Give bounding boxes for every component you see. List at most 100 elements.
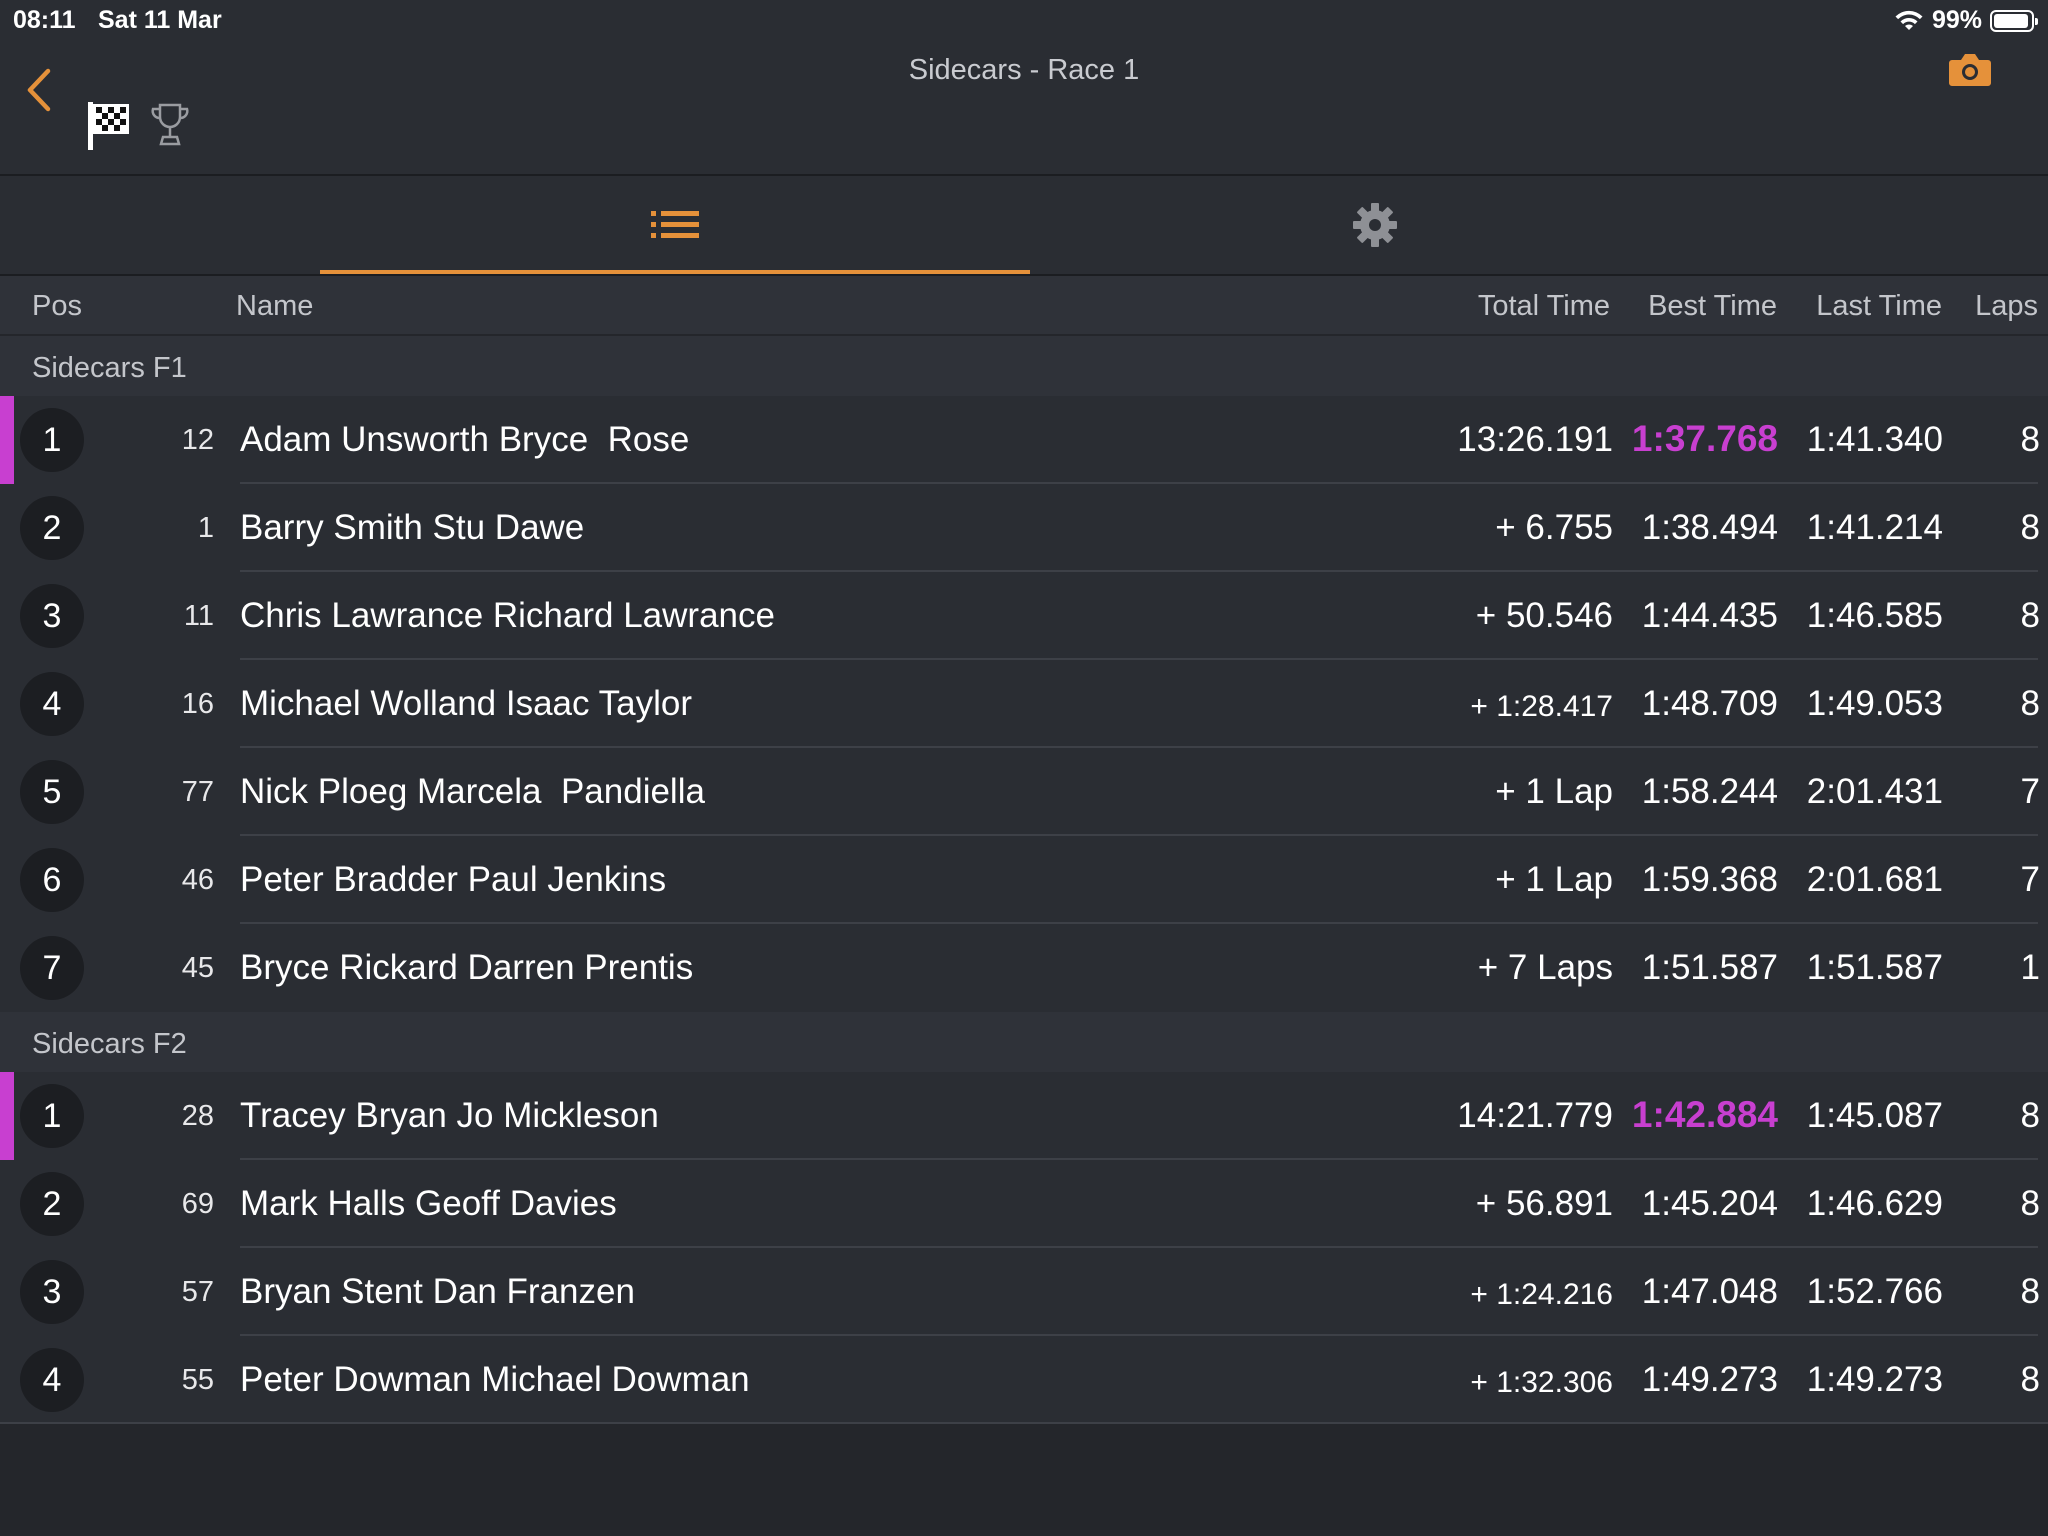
laps: 8 bbox=[2020, 420, 2040, 459]
last-time: 1:49.053 bbox=[1806, 684, 1943, 723]
total-time: + 7 Laps bbox=[1477, 948, 1613, 987]
group-header: Sidecars F1 bbox=[0, 336, 2048, 398]
last-time: 1:52.766 bbox=[1806, 1272, 1943, 1311]
table-row[interactable]: 4 55 Peter Dowman Michael Dowman + 1:32.… bbox=[0, 1336, 2048, 1424]
chevron-left-icon bbox=[27, 68, 51, 112]
laps: 8 bbox=[2020, 684, 2040, 723]
total-time: + 1:24.216 bbox=[1470, 1278, 1613, 1311]
tab-active-indicator bbox=[320, 270, 1030, 274]
racer-number: 11 bbox=[183, 600, 214, 632]
table-row[interactable]: 2 1 Barry Smith Stu Dawe + 6.755 1:38.49… bbox=[0, 484, 2048, 572]
laps: 8 bbox=[2020, 596, 2040, 635]
row-divider bbox=[0, 1422, 2048, 1424]
best-time: 1:44.435 bbox=[1641, 596, 1778, 635]
laps: 8 bbox=[2020, 1272, 2040, 1311]
row-divider bbox=[240, 1158, 2038, 1160]
best-time: 1:38.494 bbox=[1641, 508, 1778, 547]
column-last-time: Last Time bbox=[1816, 290, 1942, 322]
back-button[interactable] bbox=[14, 60, 64, 120]
racer-number: 16 bbox=[181, 688, 214, 720]
row-divider bbox=[240, 1246, 2038, 1248]
table-row[interactable]: 1 12 Adam Unsworth Bryce Rose 13:26.191 … bbox=[0, 396, 2048, 484]
position-badge: 2 bbox=[20, 496, 84, 560]
battery-percent: 99% bbox=[1931, 6, 1982, 34]
total-time: + 1 Lap bbox=[1495, 860, 1613, 899]
last-time: 1:41.340 bbox=[1806, 420, 1943, 459]
column-best-time: Best Time bbox=[1648, 290, 1777, 322]
gear-icon bbox=[1353, 203, 1397, 247]
laps: 8 bbox=[2020, 508, 2040, 547]
group-label: Sidecars F2 bbox=[32, 1028, 187, 1060]
row-divider bbox=[240, 1334, 2038, 1336]
column-pos: Pos bbox=[32, 290, 82, 322]
table-row[interactable]: 2 69 Mark Halls Geoff Davies + 56.891 1:… bbox=[0, 1160, 2048, 1248]
total-time: + 6.755 bbox=[1495, 508, 1613, 547]
best-time: 1:37.768 bbox=[1631, 418, 1778, 459]
racer-number: 69 bbox=[181, 1188, 214, 1220]
racer-number: 12 bbox=[181, 424, 214, 456]
racer-name: Michael Wolland Isaac Taylor bbox=[240, 684, 692, 723]
position-badge: 6 bbox=[20, 848, 84, 912]
table-row[interactable]: 3 57 Bryan Stent Dan Franzen + 1:24.216 … bbox=[0, 1248, 2048, 1336]
racer-name: Nick Ploeg Marcela Pandiella bbox=[240, 772, 705, 811]
camera-button[interactable] bbox=[1948, 52, 1998, 96]
checkered-flag-icon[interactable] bbox=[86, 100, 132, 152]
total-time: + 1 Lap bbox=[1495, 772, 1613, 811]
racer-name: Bryce Rickard Darren Prentis bbox=[240, 948, 694, 987]
tab-results-list[interactable] bbox=[320, 176, 1030, 274]
last-time: 1:46.629 bbox=[1806, 1184, 1943, 1223]
best-time: 1:49.273 bbox=[1641, 1360, 1778, 1399]
racer-number: 55 bbox=[181, 1364, 214, 1396]
best-time: 1:47.048 bbox=[1641, 1272, 1778, 1311]
row-divider bbox=[240, 658, 2038, 660]
position-badge: 4 bbox=[20, 672, 84, 736]
racer-name: Chris Lawrance Richard Lawrance bbox=[240, 596, 775, 635]
status-bar: 08:11 Sat 11 Mar 99% bbox=[0, 0, 2048, 40]
position-badge: 7 bbox=[20, 936, 84, 1000]
column-name: Name bbox=[236, 290, 314, 322]
row-divider bbox=[240, 922, 2038, 924]
best-time: 1:59.368 bbox=[1641, 860, 1778, 899]
laps: 8 bbox=[2020, 1360, 2040, 1399]
row-divider bbox=[240, 834, 2038, 836]
racer-number: 45 bbox=[181, 952, 214, 984]
table-row[interactable]: 7 45 Bryce Rickard Darren Prentis + 7 La… bbox=[0, 924, 2048, 1012]
racer-number: 77 bbox=[181, 776, 214, 808]
trophy-icon[interactable] bbox=[148, 102, 192, 148]
last-time: 1:46.585 bbox=[1806, 596, 1943, 635]
best-time: 1:42.884 bbox=[1631, 1094, 1778, 1135]
table-row[interactable]: 6 46 Peter Bradder Paul Jenkins + 1 Lap … bbox=[0, 836, 2048, 924]
table-row[interactable]: 1 28 Tracey Bryan Jo Mickleson 14:21.779… bbox=[0, 1072, 2048, 1160]
racer-number: 1 bbox=[197, 512, 214, 544]
row-divider bbox=[240, 482, 2038, 484]
laps: 7 bbox=[2020, 772, 2040, 811]
tab-bar bbox=[0, 176, 2048, 276]
column-headers: Pos Name Total Time Best Time Last Time … bbox=[0, 276, 2048, 336]
column-laps: Laps bbox=[1975, 290, 2038, 322]
racer-name: Tracey Bryan Jo Mickleson bbox=[240, 1096, 659, 1135]
status-date: Sat 11 Mar bbox=[98, 6, 222, 34]
best-time: 1:51.587 bbox=[1641, 948, 1778, 987]
tab-settings[interactable] bbox=[1020, 176, 1730, 274]
row-divider bbox=[240, 570, 2038, 572]
racer-number: 46 bbox=[181, 864, 214, 896]
position-badge: 5 bbox=[20, 760, 84, 824]
wifi-icon bbox=[1895, 10, 1923, 30]
position-badge: 4 bbox=[20, 1348, 84, 1412]
position-badge: 2 bbox=[20, 1172, 84, 1236]
table-row[interactable]: 4 16 Michael Wolland Isaac Taylor + 1:28… bbox=[0, 660, 2048, 748]
battery-icon bbox=[1990, 9, 2038, 32]
navigation-header: Sidecars - Race 1 bbox=[0, 40, 2048, 176]
leader-indicator bbox=[0, 1072, 14, 1160]
table-row[interactable]: 5 77 Nick Ploeg Marcela Pandiella + 1 La… bbox=[0, 748, 2048, 836]
table-row[interactable]: 3 11 Chris Lawrance Richard Lawrance + 5… bbox=[0, 572, 2048, 660]
laps: 8 bbox=[2020, 1096, 2040, 1135]
last-time: 1:49.273 bbox=[1806, 1360, 1943, 1399]
racer-number: 57 bbox=[181, 1276, 214, 1308]
racer-name: Adam Unsworth Bryce Rose bbox=[240, 420, 690, 459]
page-title: Sidecars - Race 1 bbox=[908, 54, 1140, 86]
position-badge: 3 bbox=[20, 1260, 84, 1324]
row-divider bbox=[240, 746, 2038, 748]
empty-list-area bbox=[0, 1424, 2048, 1536]
last-time: 2:01.431 bbox=[1806, 772, 1943, 811]
